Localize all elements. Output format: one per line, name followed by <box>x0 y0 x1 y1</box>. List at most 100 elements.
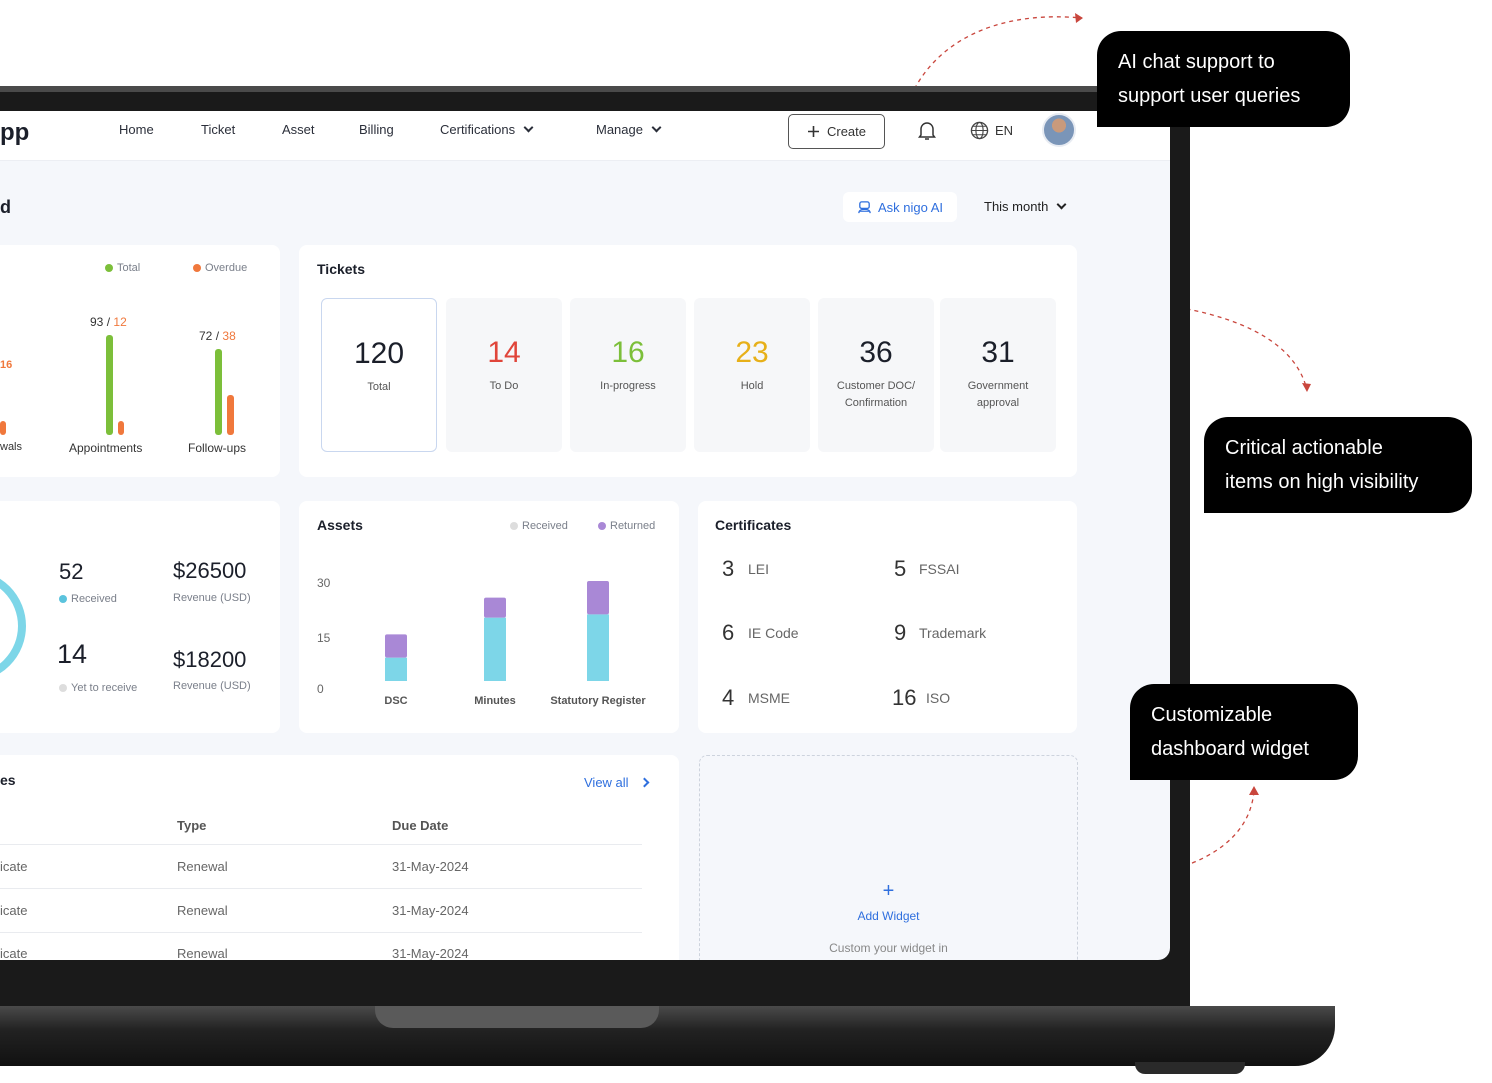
callout-ai-chat-line1: AI chat support to <box>1118 51 1275 73</box>
add-widget-label: Add Widget <box>857 909 920 923</box>
legend-dot-received <box>510 522 518 530</box>
ticket-label: Total <box>367 381 391 393</box>
cert-count-ie-code: 6 <box>722 620 735 645</box>
language-label: EN <box>995 123 1014 138</box>
legend-received-label: Received <box>522 520 568 532</box>
dashboard-screen: pp Home Ticket Asset Billing Certificati… <box>0 111 1170 960</box>
assets-card: Assets Received Returned 30 15 0 DSC Minu… <box>299 501 679 733</box>
ticket-tile-customer-doc[interactable]: 36 Customer DOC/ Confirmation <box>818 298 934 452</box>
add-widget-card[interactable]: + Add Widget Custom your widget in <box>699 755 1078 960</box>
table-divider <box>0 888 642 889</box>
cert-count-fssai: 5 <box>894 556 907 581</box>
laptop-foot <box>1135 1062 1245 1074</box>
cert-count-msme: 4 <box>722 685 735 710</box>
table-divider <box>0 932 642 933</box>
ticket-tile-hold[interactable]: 23 Hold <box>694 298 810 452</box>
callout-widget: Customizable dashboard widget <box>1130 684 1358 780</box>
cert-label-iso: ISO <box>926 690 951 706</box>
pending-count: 14 <box>57 639 88 669</box>
bell-icon[interactable] <box>918 121 936 141</box>
pending-dot <box>59 684 67 692</box>
tickets-title: Tickets <box>317 261 365 277</box>
nav-home[interactable]: Home <box>119 122 154 137</box>
cert-label-fssai: FSSAI <box>919 561 960 577</box>
nav-billing[interactable]: Billing <box>359 122 394 137</box>
create-button[interactable]: Create <box>788 114 885 149</box>
followups-label: Follow-ups <box>188 441 247 455</box>
legend-total: Total <box>105 262 140 274</box>
renewals-card: es View all Type Due Date icate Renewal … <box>0 755 679 960</box>
legend-total-label: Total <box>117 262 141 274</box>
row-name: icate <box>0 903 28 918</box>
legend-dot-total <box>105 264 113 272</box>
laptop-notch <box>375 1006 659 1028</box>
legend-dot-returned <box>598 522 606 530</box>
ticket-label: To Do <box>489 380 519 392</box>
col-header-due: Due Date <box>392 818 449 833</box>
followups-overdue: 38 <box>222 329 236 343</box>
x-tick-label: Minutes <box>474 695 516 707</box>
legend-returned-label: Returned <box>610 520 656 532</box>
bar-received-dsc <box>385 657 407 681</box>
ticket-tile-total[interactable]: 120 Total <box>321 298 437 452</box>
cert-count-trademark: 9 <box>894 620 907 645</box>
avatar[interactable] <box>1042 113 1076 147</box>
chevron-down-icon <box>523 122 534 133</box>
ticket-tile-in-progress[interactable]: 16 In-progress <box>570 298 686 452</box>
received-legend: Received <box>59 593 117 605</box>
ticket-tile-todo[interactable]: 14 To Do <box>446 298 562 452</box>
cert-label-trademark: Trademark <box>919 625 987 641</box>
received-count: 52 <box>59 559 84 584</box>
renewals-title: es <box>0 772 16 788</box>
appointments-label: Appointments <box>69 441 143 455</box>
row-due: 31-May-2024 <box>392 946 469 960</box>
callout-widget-line2: dashboard widget <box>1151 738 1309 760</box>
nav-certifications[interactable]: Certifications <box>440 122 534 137</box>
nav-ticket[interactable]: Ticket <box>201 122 236 137</box>
callout-critical-items: Critical actionable items on high visibi… <box>1204 417 1472 513</box>
chevron-down-icon <box>1056 199 1067 210</box>
ticket-count: 36 <box>859 336 893 369</box>
tickets-card: Tickets 120 Total 14 To Do 16 In-progres… <box>299 245 1077 477</box>
appointments-overdue-bar <box>118 421 124 435</box>
renewals-overdue-bar <box>0 421 6 435</box>
ask-ai-button[interactable]: Ask nigo AI <box>843 192 957 222</box>
row-name: icate <box>0 859 28 874</box>
nav-manage[interactable]: Manage <box>596 122 662 137</box>
bar-received-minutes <box>484 617 506 681</box>
x-tick-label: Statutory Register <box>550 695 646 707</box>
row-type: Renewal <box>177 859 228 874</box>
billing-donut <box>0 578 26 674</box>
view-all-link[interactable]: View all <box>584 775 650 790</box>
app-logo[interactable]: pp <box>0 119 30 146</box>
robot-icon <box>858 200 871 213</box>
followups-sep: / <box>215 329 220 343</box>
row-due: 31-May-2024 <box>392 859 469 874</box>
received-label: Received <box>71 593 117 605</box>
revenue-received: $26500 <box>173 558 247 583</box>
arrowhead-ai <box>1075 13 1083 23</box>
x-tick-label: DSC <box>384 695 407 707</box>
period-select[interactable]: This month <box>984 199 1067 214</box>
callout-critical-line2: items on high visibility <box>1225 471 1419 493</box>
ticket-count: 14 <box>487 336 521 369</box>
followups-total-bar <box>215 349 222 435</box>
nav-asset[interactable]: Asset <box>282 122 315 137</box>
pending-label: Yet to receive <box>71 682 138 694</box>
nav-manage-label: Manage <box>596 122 643 137</box>
legend-received: Received <box>510 520 568 532</box>
ticket-count: 23 <box>735 336 769 369</box>
nav-certifications-label: Certifications <box>440 122 516 137</box>
chevron-right-icon <box>639 777 650 788</box>
add-widget-hint: Custom your widget in <box>829 941 948 955</box>
revenue-pending: $18200 <box>173 647 247 672</box>
callout-ai-chat-line2: support user queries <box>1118 85 1301 107</box>
assets-title: Assets <box>317 517 363 533</box>
page-title: d <box>0 197 11 217</box>
ask-ai-label: Ask nigo AI <box>877 199 944 215</box>
language-selector[interactable]: EN <box>970 121 1013 140</box>
ticket-tile-government[interactable]: 31 Government approval <box>940 298 1056 452</box>
overview-card: Total Overdue 16 wals 93 / 12 Appointmen… <box>0 245 280 477</box>
y-tick-label: 15 <box>317 631 331 645</box>
